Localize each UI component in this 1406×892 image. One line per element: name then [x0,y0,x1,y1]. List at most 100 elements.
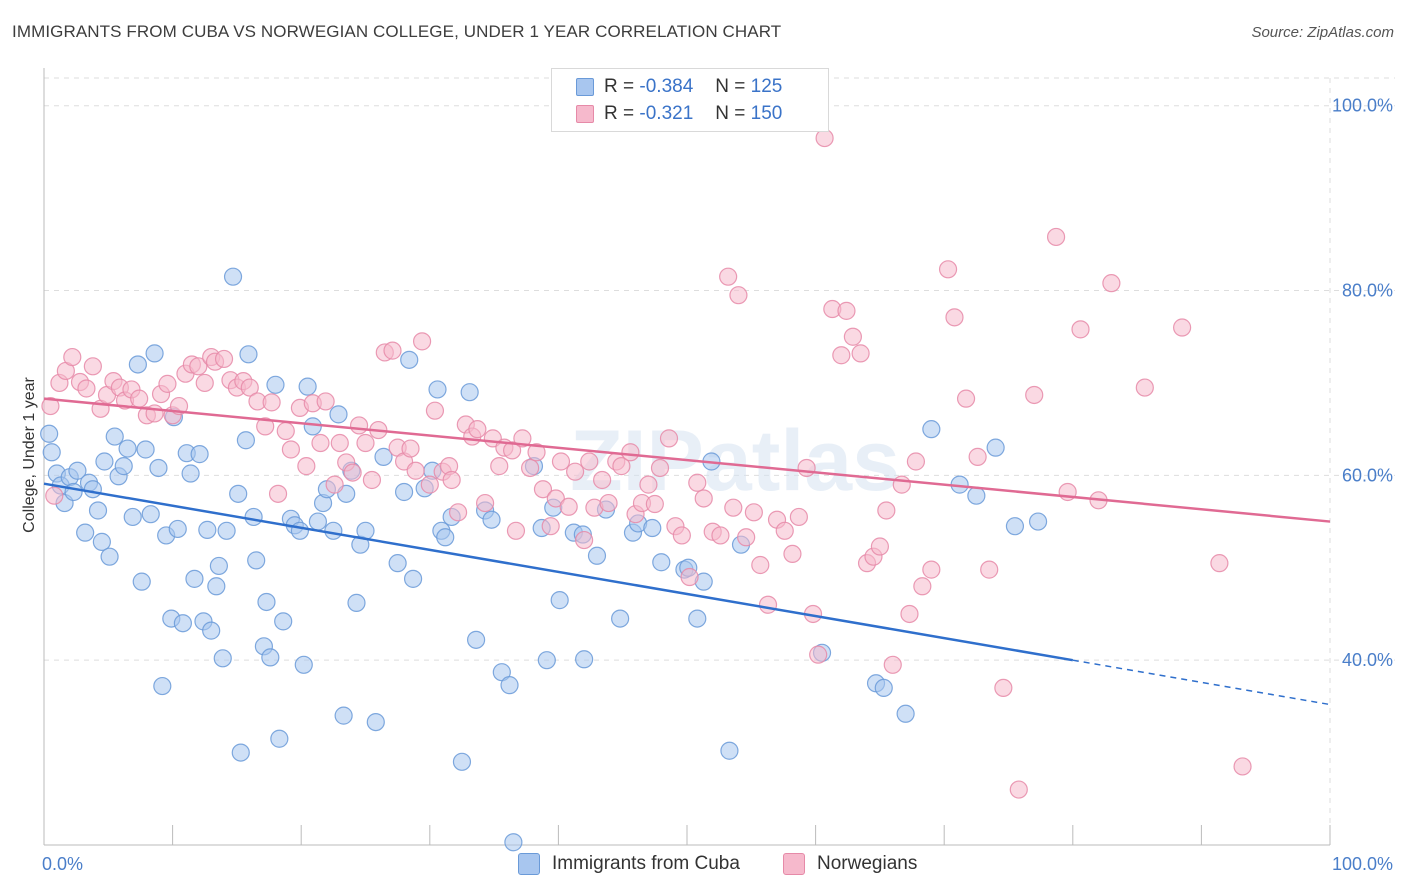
y-tick-label: 40.0% [1342,650,1393,670]
data-point [874,678,893,698]
bottom-legend-label-norwegians: Norwegians [817,853,918,874]
data-point [403,569,423,588]
data-point [173,614,192,633]
data-point [506,521,526,540]
data-point [694,489,713,508]
data-point [720,741,739,760]
data-point [168,519,187,539]
data-point [1102,274,1121,293]
data-point [198,520,217,539]
data-point [40,424,59,443]
data-point [482,510,501,529]
data-point [837,301,856,320]
data-point [436,528,455,547]
data-point [217,521,236,540]
legend-r-label: R = [604,103,635,124]
data-point [968,447,987,466]
data-point [374,447,393,466]
data-point [334,706,353,725]
legend-n-label: N = [715,76,746,97]
data-point [213,649,232,668]
data-point [688,473,707,492]
trend-lines [43,397,1331,706]
data-point [316,392,335,411]
data-point [533,480,553,499]
x-tick-label-min: 0.0% [42,854,83,874]
data-point [266,375,285,394]
data-point [521,458,540,478]
bottom-legend-label-cuba: Immigrants from Cuba [552,853,740,874]
data-point [244,507,263,527]
data-point [153,676,172,696]
data-point [202,621,221,640]
data-point [724,498,743,517]
data-point [343,463,362,482]
data-point [652,553,671,572]
data-point [550,591,569,610]
data-point [551,452,571,471]
data-point [130,389,149,408]
data-point [809,645,828,664]
trend-line-norwegians [43,397,1331,523]
data-point [452,752,472,771]
data-point [100,547,119,566]
data-point [83,480,102,499]
data-point [63,347,82,367]
data-point [1025,385,1044,405]
data-point [276,421,295,441]
data-point [672,526,691,545]
data-point [356,433,375,453]
data-point [428,380,447,399]
data-point [118,439,137,458]
data-point [789,507,808,527]
legend-n-label: N = [715,103,746,124]
x-tick-labels: 0.0% 100.0% [42,854,1393,874]
data-point [599,493,618,513]
data-point [843,327,862,346]
data-point [575,650,594,669]
data-point [645,494,664,514]
data-point [593,470,612,490]
data-point [751,555,770,575]
data-point [758,595,778,614]
data-point [460,383,479,402]
data-point [527,443,546,462]
data-point [236,431,256,450]
data-point [347,593,366,612]
legend-r-label: R = [604,76,635,97]
data-point [158,374,177,393]
data-point [719,267,738,286]
data-point [420,475,439,494]
y-tick-label: 60.0% [1342,465,1393,485]
data-point [209,556,228,576]
data-point [88,501,108,520]
data-point [797,458,816,478]
data-point [190,445,209,464]
data-point [394,482,414,502]
data-point [877,501,896,520]
data-point [281,440,301,459]
data-point [1210,554,1229,573]
data-point [896,704,915,723]
data-point [362,470,382,490]
data-point [490,457,509,476]
data-point [537,651,556,670]
data-point [270,729,289,748]
bottom-legend-cuba: Immigrants from Cuba [518,850,740,878]
data-point [383,341,402,360]
data-point [986,438,1005,457]
data-point [149,458,168,478]
data-point [1071,320,1090,339]
data-point [967,486,986,505]
data-point [239,345,258,364]
data-point [504,833,523,852]
data-point [324,521,343,540]
data-point [546,489,565,508]
data-point [851,344,870,363]
series-norwegians-points [41,128,1252,799]
data-point [229,484,248,503]
data-point [207,577,226,596]
data-point [775,521,794,540]
legend-n-value: 150 [750,103,783,124]
